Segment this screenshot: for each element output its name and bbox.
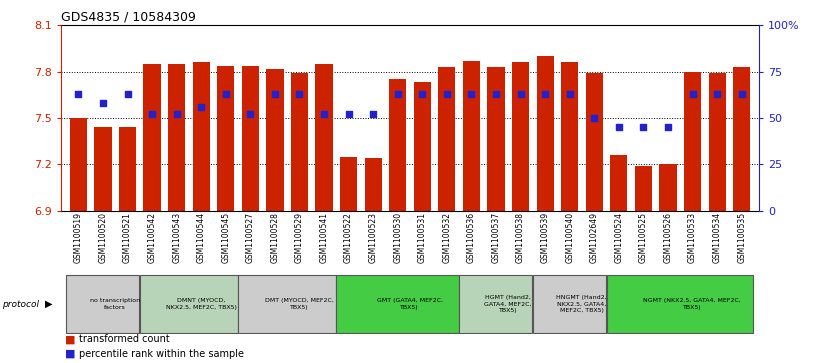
Bar bbox=[168, 64, 185, 211]
Point bbox=[293, 91, 306, 97]
Bar bbox=[95, 127, 112, 211]
Bar bbox=[242, 65, 259, 211]
Point bbox=[416, 91, 429, 97]
FancyBboxPatch shape bbox=[336, 275, 459, 333]
Text: ▶: ▶ bbox=[45, 299, 52, 309]
Point bbox=[244, 111, 257, 117]
Bar bbox=[635, 166, 652, 211]
Bar bbox=[438, 67, 455, 211]
Bar bbox=[487, 67, 504, 211]
Text: HGMT (Hand2,
GATA4, MEF2C,
TBX5): HGMT (Hand2, GATA4, MEF2C, TBX5) bbox=[485, 295, 532, 313]
Bar bbox=[217, 65, 234, 211]
Point bbox=[441, 91, 454, 97]
Point bbox=[145, 111, 158, 117]
Bar bbox=[561, 62, 579, 211]
Point bbox=[391, 91, 404, 97]
Text: GMT (GATA4, MEF2C,
TBX5): GMT (GATA4, MEF2C, TBX5) bbox=[377, 298, 443, 310]
Bar bbox=[463, 61, 480, 211]
Point bbox=[317, 111, 330, 117]
Bar bbox=[537, 56, 554, 211]
Text: no transcription
factors: no transcription factors bbox=[90, 298, 140, 310]
Bar bbox=[193, 62, 210, 211]
Text: GDS4835 / 10584309: GDS4835 / 10584309 bbox=[61, 11, 196, 24]
Bar bbox=[659, 164, 676, 211]
Text: DMNT (MYOCD,
NKX2.5, MEF2C, TBX5): DMNT (MYOCD, NKX2.5, MEF2C, TBX5) bbox=[166, 298, 237, 310]
Bar bbox=[119, 127, 136, 211]
FancyBboxPatch shape bbox=[606, 275, 753, 333]
Point bbox=[514, 91, 527, 97]
Point bbox=[268, 91, 282, 97]
Bar bbox=[684, 72, 701, 211]
Point bbox=[637, 124, 650, 130]
Point bbox=[220, 91, 233, 97]
Text: ■: ■ bbox=[65, 349, 76, 359]
Bar bbox=[586, 73, 603, 211]
Point bbox=[539, 91, 552, 97]
Point bbox=[342, 111, 355, 117]
FancyBboxPatch shape bbox=[238, 275, 336, 333]
Bar bbox=[365, 158, 382, 211]
FancyBboxPatch shape bbox=[140, 275, 237, 333]
Point bbox=[711, 91, 724, 97]
Point bbox=[121, 91, 134, 97]
Text: DMT (MYOCD, MEF2C,
TBX5): DMT (MYOCD, MEF2C, TBX5) bbox=[265, 298, 334, 310]
FancyBboxPatch shape bbox=[533, 275, 606, 333]
FancyBboxPatch shape bbox=[66, 275, 140, 333]
Bar bbox=[340, 156, 357, 211]
Text: NGMT (NKX2.5, GATA4, MEF2C,
TBX5): NGMT (NKX2.5, GATA4, MEF2C, TBX5) bbox=[644, 298, 741, 310]
Text: HNGMT (Hand2,
NKX2.5, GATA4,
MEF2C, TBX5): HNGMT (Hand2, NKX2.5, GATA4, MEF2C, TBX5… bbox=[557, 295, 607, 313]
Bar bbox=[266, 69, 283, 211]
FancyBboxPatch shape bbox=[459, 275, 532, 333]
Bar bbox=[733, 67, 750, 211]
Point bbox=[465, 91, 478, 97]
Bar bbox=[512, 62, 530, 211]
Point bbox=[686, 91, 699, 97]
Point bbox=[563, 91, 576, 97]
Text: percentile rank within the sample: percentile rank within the sample bbox=[79, 349, 244, 359]
Bar bbox=[389, 79, 406, 211]
Point bbox=[366, 111, 379, 117]
Text: ■: ■ bbox=[65, 334, 76, 344]
Point bbox=[735, 91, 748, 97]
Point bbox=[588, 115, 601, 121]
Bar bbox=[70, 118, 87, 211]
Text: transformed count: transformed count bbox=[79, 334, 170, 344]
Point bbox=[662, 124, 675, 130]
Bar bbox=[290, 73, 308, 211]
Point bbox=[72, 91, 85, 97]
Point bbox=[612, 124, 625, 130]
Bar bbox=[610, 155, 628, 211]
Point bbox=[195, 104, 208, 110]
Bar bbox=[708, 73, 725, 211]
Bar bbox=[316, 64, 333, 211]
Bar bbox=[414, 82, 431, 211]
Point bbox=[96, 100, 109, 106]
Point bbox=[170, 111, 183, 117]
Bar bbox=[144, 64, 161, 211]
Text: protocol: protocol bbox=[2, 299, 38, 309]
Point bbox=[490, 91, 503, 97]
